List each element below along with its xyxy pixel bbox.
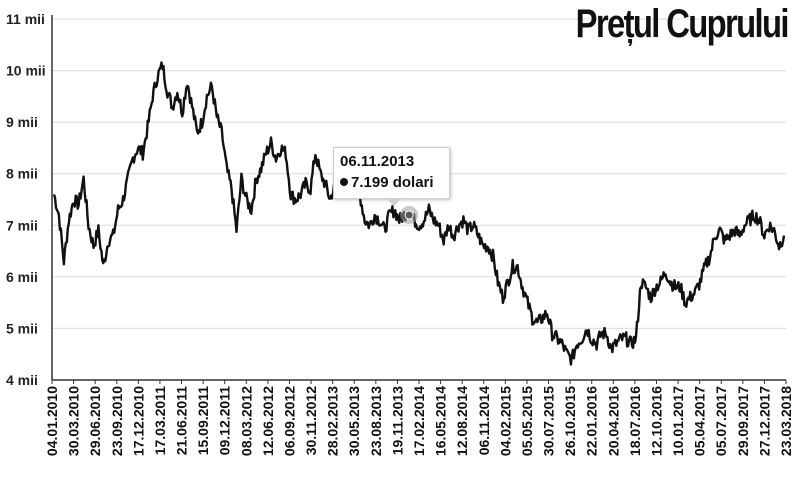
tooltip-value-row: 7.199 dolari [340,172,443,194]
x-tick-label: 09.12.2011 [217,386,233,456]
x-tick-label: 23.09.2010 [109,386,125,456]
x-tick-label: 12.06.2012 [260,386,276,456]
x-tick-label: 17.02.2014 [411,386,427,456]
x-axis: 04.01.2010 30.03.2010 29.06.2010 23.09.2010… [44,379,794,456]
x-tick-label: 06.11.2014 [476,386,492,456]
y-tick-label: 6 mii [6,269,38,285]
tooltip-date: 06.11.2013 [340,153,415,170]
tooltip: 06.11.2013 7.199 dolari [333,147,450,206]
x-tick-label: 26.10.2015 [562,386,578,456]
series-line [52,61,786,366]
y-tick-label: 7 mii [6,217,38,233]
x-tick-label: 28.02.2013 [325,386,341,456]
x-tick-label: 06.09.2012 [281,386,297,456]
grid-lines [52,18,786,329]
x-tick-label: 08.03.2012 [238,386,254,456]
y-axis: 4 mii 5 mii 6 mii 7 mii 8 mii 9 mii 10 mii 11 m… [6,11,53,388]
x-tick-label: 22.01.2016 [584,386,600,456]
x-tick-label: 21.06.2011 [174,386,190,456]
tooltip-marker [400,206,419,225]
x-tick-label: 05.05.2015 [519,386,535,456]
x-tick-label: 10.01.2017 [670,386,686,456]
x-tick-label: 20.04.2016 [605,386,621,456]
x-tick-label: 27.12.2017 [756,386,772,456]
x-tick-label: 30.11.2012 [303,386,319,456]
x-tick-label: 29.09.2017 [735,386,751,456]
tooltip-value: 7.199 dolari [351,174,434,191]
y-tick-label: 8 mii [6,166,38,182]
x-tick-label: 04.02.2015 [497,386,513,456]
x-tick-label: 15.09.2011 [195,386,211,456]
x-tick-label: 23.03.2018 [778,386,794,456]
x-tick-label: 23.08.2013 [368,386,384,456]
x-tick-label: 30.03.2010 [66,386,82,456]
x-tick-label: 05.04.2017 [692,386,708,456]
x-tick-label: 04.01.2010 [44,386,60,456]
x-tick-label: 17.12.2010 [130,386,146,456]
x-tick-label: 17.03.2011 [152,386,168,456]
price-series [52,61,786,366]
x-tick-label: 18.07.2016 [627,386,643,456]
x-tick-label: 16.05.2014 [433,386,449,456]
x-tick-label: 30.05.2013 [346,386,362,456]
y-tick-label: 11 mii [6,11,45,27]
y-tick-label: 5 mii [6,320,38,336]
x-tick-label: 29.06.2010 [87,386,103,456]
chart-title: Prețul Cuprului [575,2,790,46]
tooltip-bullet-icon [340,178,348,186]
x-tick-label: 12.08.2014 [454,386,470,456]
x-tick-label: 30.07.2015 [541,386,557,456]
x-tick-label: 12.10.2016 [648,386,664,456]
y-tick-label: 9 mii [6,114,38,130]
y-tick-label: 10 mii [6,63,46,79]
y-tick-label: 4 mii [6,372,38,388]
highlight-point [404,210,414,220]
x-tick-label: 19.11.2013 [389,386,405,456]
x-tick-label: 05.07.2017 [713,386,729,456]
